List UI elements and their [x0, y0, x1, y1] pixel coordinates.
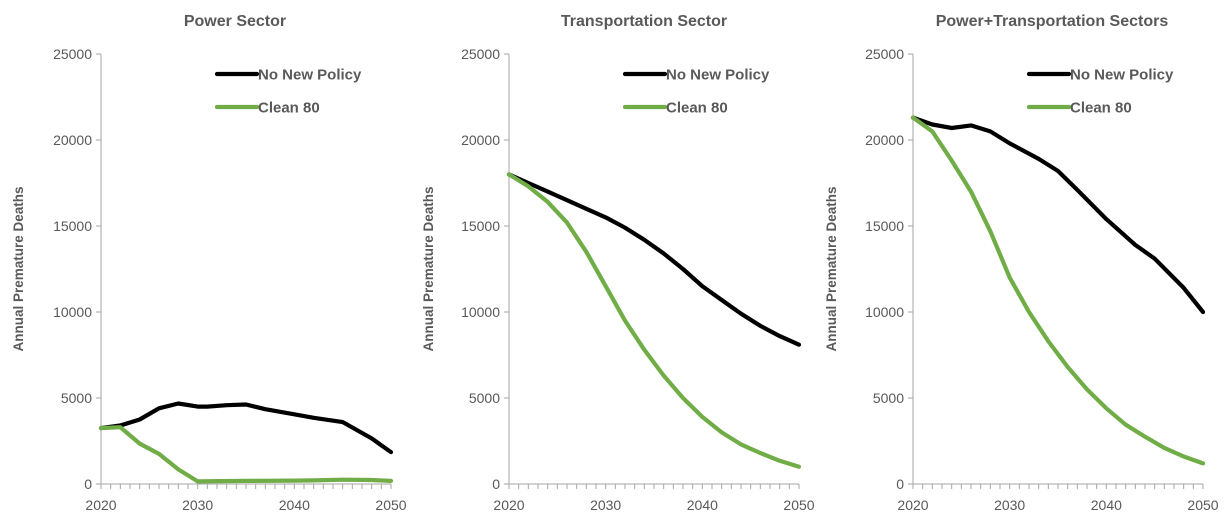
- x-tick-label: 2050: [783, 497, 814, 513]
- y-tick-label: 25000: [865, 46, 904, 62]
- legend-label: No New Policy: [258, 67, 362, 84]
- y-axis-label: Annual Premature Deaths: [421, 186, 436, 351]
- chart-panel-3: Power+Transportation Sectors Annual Prema…: [824, 13, 1219, 513]
- y-tick-label: 20000: [865, 132, 904, 148]
- series-line-no-new-policy: [98, 401, 394, 455]
- x-tick-label: 2030: [590, 497, 621, 513]
- legend-label: No New Policy: [666, 67, 770, 84]
- y-tick-label: 15000: [53, 218, 92, 234]
- y-tick-label: 0: [492, 476, 500, 492]
- x-tick-label: 2040: [687, 497, 718, 513]
- legend-label: Clean 80: [258, 100, 320, 117]
- x-tick-label: 2050: [1187, 497, 1218, 513]
- y-tick-label: 10000: [461, 304, 500, 320]
- chart-title: Transportation Sector: [561, 13, 727, 30]
- legend-label: Clean 80: [1070, 100, 1132, 117]
- x-tick-label: 2020: [897, 497, 928, 513]
- legend-label: No New Policy: [1070, 67, 1174, 84]
- series-line-clean-80: [98, 425, 394, 484]
- x-tick-label: 2040: [1091, 497, 1122, 513]
- legend-label: Clean 80: [666, 100, 728, 117]
- series-line-no-new-policy: [910, 115, 1206, 315]
- y-axis-label: Annual Premature Deaths: [11, 186, 26, 351]
- y-tick-label: 15000: [865, 218, 904, 234]
- x-tick-label: 2020: [493, 497, 524, 513]
- series-line-clean-80: [910, 115, 1206, 466]
- y-tick-label: 20000: [53, 132, 92, 148]
- y-tick-label: 0: [896, 476, 904, 492]
- chart-title: Power Sector: [184, 13, 286, 30]
- y-axis-label: Annual Premature Deaths: [824, 186, 839, 351]
- y-tick-label: 5000: [469, 390, 500, 406]
- y-tick-label: 0: [84, 476, 92, 492]
- y-tick-label: 15000: [461, 218, 500, 234]
- x-tick-label: 2030: [994, 497, 1025, 513]
- y-tick-label: 20000: [461, 132, 500, 148]
- x-tick-label: 2050: [375, 497, 406, 513]
- series-line-no-new-policy: [506, 172, 802, 347]
- x-tick-label: 2040: [279, 497, 310, 513]
- chart-title: Power+Transportation Sectors: [936, 13, 1169, 30]
- x-tick-label: 2020: [85, 497, 116, 513]
- series-line-clean-80: [506, 172, 802, 469]
- chart-panel-1: Power Sector Annual Premature Deaths 0 5000…: [11, 13, 407, 513]
- y-tick-label: 5000: [61, 390, 92, 406]
- y-tick-label: 10000: [865, 304, 904, 320]
- y-tick-label: 25000: [461, 46, 500, 62]
- y-tick-label: 25000: [53, 46, 92, 62]
- chart-panel-2: Transportation Sector Annual Premature De…: [421, 13, 815, 513]
- x-tick-label: 2030: [182, 497, 213, 513]
- y-tick-label: 10000: [53, 304, 92, 320]
- y-tick-label: 5000: [873, 390, 904, 406]
